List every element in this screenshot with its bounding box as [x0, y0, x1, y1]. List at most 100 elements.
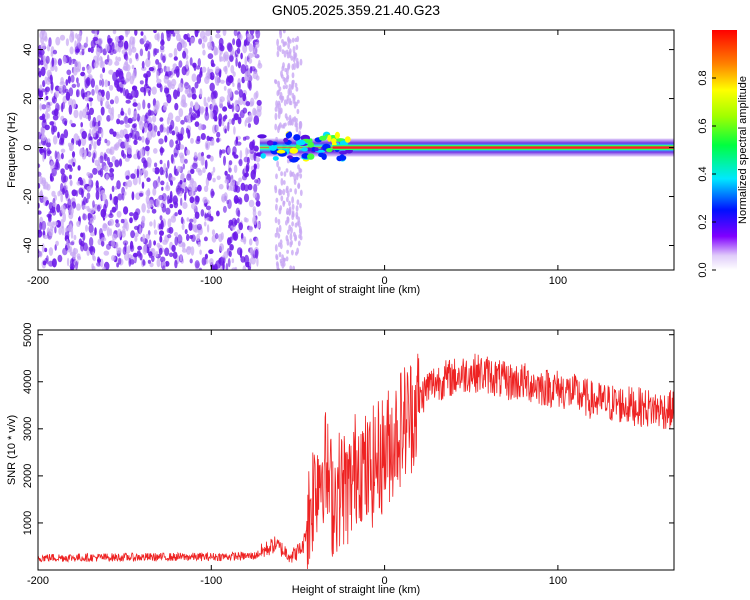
noise-speckle: [274, 123, 278, 131]
noise-speckle: [116, 228, 122, 238]
noise-speckle: [114, 144, 118, 150]
noise-speckle: [115, 241, 119, 250]
signal-blob: [257, 134, 267, 139]
noise-speckle: [127, 117, 133, 124]
noise-speckle: [89, 100, 93, 107]
noise-speckle: [76, 89, 79, 98]
noise-speckle: [210, 111, 214, 119]
noise-speckle: [235, 185, 241, 193]
noise-speckle: [101, 78, 105, 88]
noise-speckle: [243, 236, 247, 245]
noise-speckle: [277, 80, 280, 88]
noise-speckle: [210, 59, 215, 67]
noise-speckle: [164, 135, 168, 143]
noise-speckle: [40, 134, 47, 142]
noise-speckle: [223, 155, 226, 166]
noise-speckle: [289, 233, 293, 241]
noise-speckle: [170, 154, 174, 164]
noise-speckle: [41, 220, 47, 231]
noise-speckle: [281, 124, 284, 129]
noise-speckle: [130, 173, 136, 179]
noise-speckle: [118, 35, 124, 41]
signal-blob: [266, 140, 274, 146]
noise-speckle: [44, 247, 48, 253]
noise-speckle: [199, 106, 205, 114]
noise-speckle: [213, 45, 218, 56]
noise-speckle: [99, 60, 105, 69]
noise-speckle: [234, 90, 239, 95]
noise-speckle: [117, 56, 122, 62]
noise-speckle: [51, 258, 57, 268]
noise-speckle: [87, 47, 91, 53]
noise-speckle: [293, 101, 297, 109]
noise-speckle: [186, 233, 190, 242]
noise-speckle: [276, 50, 280, 58]
noise-speckle: [56, 203, 61, 213]
noise-speckle: [143, 171, 147, 179]
noise-speckle: [128, 95, 133, 100]
noise-speckle: [160, 180, 165, 186]
noise-speckle: [277, 100, 281, 106]
noise-speckle: [254, 46, 258, 57]
noise-speckle: [282, 42, 286, 47]
noise-speckle: [275, 100, 278, 108]
noise-speckle: [41, 243, 45, 253]
noise-speckle: [243, 193, 250, 203]
noise-speckle: [115, 56, 118, 62]
noise-speckle: [145, 122, 148, 129]
noise-speckle: [291, 221, 294, 227]
noise-speckle: [196, 223, 202, 231]
noise-speckle: [112, 30, 117, 35]
noise-speckle: [294, 82, 298, 88]
noise-speckle: [161, 186, 164, 191]
noise-speckle: [81, 48, 85, 56]
noise-speckle: [288, 39, 292, 44]
noise-speckle: [253, 115, 260, 125]
noise-speckle: [77, 165, 81, 171]
noise-speckle: [189, 101, 194, 108]
noise-speckle: [130, 230, 136, 239]
noise-speckle: [95, 190, 100, 200]
signal-blob: [276, 149, 286, 154]
noise-speckle: [139, 80, 144, 85]
colorbar-ticks: 0.0 0.2 0.4 0.6 0.8: [697, 70, 716, 278]
noise-speckle: [91, 265, 96, 270]
noise-speckle: [174, 232, 178, 237]
noise-speckle: [155, 197, 161, 208]
noise-speckle: [156, 78, 162, 84]
noise-speckle: [61, 101, 66, 110]
noise-speckle: [210, 91, 215, 100]
noise-speckle: [64, 163, 70, 170]
noise-speckle: [255, 237, 259, 247]
noise-speckle: [156, 242, 161, 248]
noise-speckle: [218, 37, 224, 47]
noise-speckle: [184, 158, 188, 164]
noise-speckle: [248, 43, 253, 53]
noise-speckle: [221, 196, 225, 202]
signal-blob: [295, 139, 306, 146]
noise-speckle: [134, 232, 139, 238]
noise-speckle: [174, 259, 178, 269]
noise-speckle: [282, 200, 286, 205]
noise-speckle: [186, 246, 192, 255]
noise-speckle: [256, 104, 262, 113]
noise-speckle: [88, 177, 92, 186]
noise-speckle: [245, 147, 249, 157]
noise-speckle: [211, 171, 214, 176]
noise-speckle: [97, 170, 102, 176]
noise-speckle: [289, 120, 293, 126]
noise-speckle: [139, 148, 145, 158]
noise-speckle: [175, 68, 180, 78]
noise-speckle: [239, 248, 243, 259]
noise-speckle: [236, 181, 240, 186]
noise-speckle: [255, 75, 260, 81]
noise-speckle: [102, 223, 108, 229]
noise-speckle: [96, 92, 102, 102]
noise-speckle: [58, 85, 64, 92]
noise-speckle: [277, 111, 281, 120]
noise-speckle: [186, 217, 190, 222]
noise-speckle: [145, 112, 149, 119]
noise-speckle: [189, 196, 195, 204]
noise-speckle: [164, 247, 170, 257]
noise-speckle: [159, 235, 163, 243]
